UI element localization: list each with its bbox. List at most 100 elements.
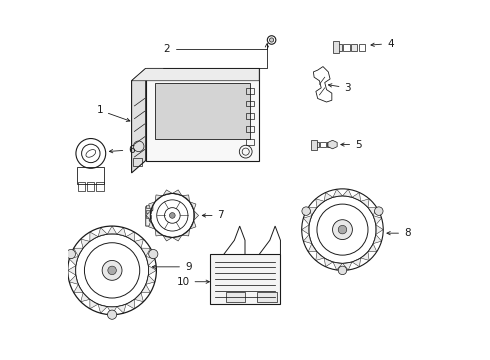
Bar <box>335 44 342 51</box>
Polygon shape <box>190 202 196 211</box>
Polygon shape <box>352 193 361 201</box>
Polygon shape <box>163 190 172 195</box>
Polygon shape <box>81 293 90 302</box>
Polygon shape <box>343 189 352 197</box>
Bar <box>146 210 151 213</box>
Polygon shape <box>69 275 78 284</box>
Bar <box>225 292 245 302</box>
Polygon shape <box>117 228 126 237</box>
Bar <box>155 82 250 139</box>
Bar <box>146 215 151 218</box>
Polygon shape <box>107 226 117 234</box>
Bar <box>245 139 253 145</box>
Polygon shape <box>373 216 382 225</box>
Text: 9: 9 <box>152 262 192 272</box>
Polygon shape <box>163 235 172 241</box>
Polygon shape <box>352 258 361 267</box>
Bar <box>314 142 319 147</box>
Polygon shape <box>146 275 155 284</box>
Circle shape <box>374 207 383 215</box>
Polygon shape <box>126 300 134 309</box>
Circle shape <box>107 310 117 319</box>
Polygon shape <box>368 244 377 252</box>
Polygon shape <box>328 140 337 149</box>
Polygon shape <box>126 232 134 242</box>
Polygon shape <box>90 232 98 242</box>
Text: 5: 5 <box>341 140 362 149</box>
Polygon shape <box>303 234 312 244</box>
Circle shape <box>108 266 116 275</box>
Polygon shape <box>134 293 144 302</box>
Bar <box>133 158 142 166</box>
Circle shape <box>102 260 122 280</box>
Bar <box>245 100 253 106</box>
Text: 3: 3 <box>328 83 351 93</box>
Polygon shape <box>134 239 144 248</box>
Polygon shape <box>68 266 76 275</box>
Polygon shape <box>155 195 163 202</box>
Bar <box>257 292 277 302</box>
Polygon shape <box>69 256 78 266</box>
Polygon shape <box>74 248 83 256</box>
Polygon shape <box>302 225 309 234</box>
Text: 1: 1 <box>97 105 130 121</box>
Bar <box>245 113 253 119</box>
Polygon shape <box>81 239 90 248</box>
Polygon shape <box>98 228 107 237</box>
Polygon shape <box>324 258 333 267</box>
Polygon shape <box>148 266 156 275</box>
Polygon shape <box>98 304 107 313</box>
Text: 8: 8 <box>387 228 411 238</box>
Circle shape <box>270 38 274 42</box>
Bar <box>146 205 151 208</box>
Circle shape <box>338 225 347 234</box>
Circle shape <box>66 249 75 259</box>
Bar <box>77 167 104 184</box>
Polygon shape <box>361 252 369 260</box>
Polygon shape <box>74 284 83 293</box>
Bar <box>343 44 349 51</box>
Polygon shape <box>182 195 190 202</box>
Polygon shape <box>182 229 190 236</box>
Bar <box>78 183 85 191</box>
Bar <box>351 44 357 51</box>
Bar <box>87 183 95 191</box>
Polygon shape <box>190 220 196 229</box>
Polygon shape <box>308 208 317 216</box>
Circle shape <box>302 207 310 215</box>
Polygon shape <box>107 307 117 315</box>
Polygon shape <box>303 216 312 225</box>
Circle shape <box>170 213 175 218</box>
Polygon shape <box>308 244 317 252</box>
Polygon shape <box>361 199 369 208</box>
Polygon shape <box>148 220 155 229</box>
Polygon shape <box>155 229 163 236</box>
Polygon shape <box>141 284 150 293</box>
Polygon shape <box>172 190 182 195</box>
Polygon shape <box>172 235 182 241</box>
Polygon shape <box>132 68 259 81</box>
Bar <box>327 142 332 147</box>
Text: 10: 10 <box>176 277 209 287</box>
Polygon shape <box>146 211 151 220</box>
Text: 6: 6 <box>109 145 135 155</box>
Bar <box>97 183 103 191</box>
Polygon shape <box>324 193 333 201</box>
Bar <box>333 41 339 54</box>
Polygon shape <box>90 300 98 309</box>
Polygon shape <box>316 252 324 260</box>
Polygon shape <box>132 68 146 173</box>
Circle shape <box>148 249 158 259</box>
Polygon shape <box>146 207 153 226</box>
Polygon shape <box>146 68 259 161</box>
Polygon shape <box>343 262 352 270</box>
Bar <box>359 44 365 51</box>
Circle shape <box>333 220 352 239</box>
Polygon shape <box>368 208 377 216</box>
Bar <box>320 142 326 147</box>
Polygon shape <box>194 211 198 220</box>
Polygon shape <box>333 189 343 197</box>
Polygon shape <box>333 262 343 270</box>
Polygon shape <box>373 234 382 244</box>
Polygon shape <box>376 225 383 234</box>
